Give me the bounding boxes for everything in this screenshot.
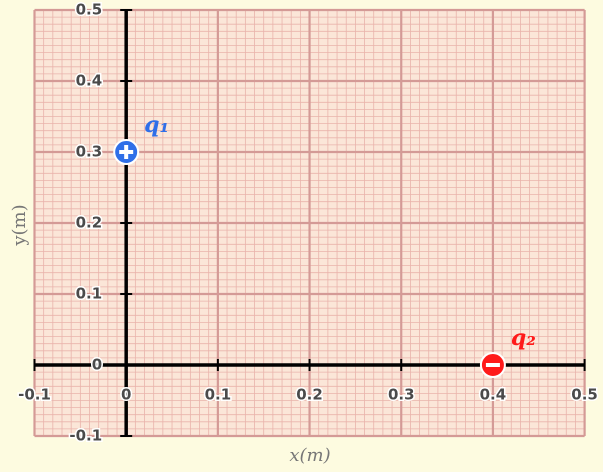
y-tick-label: 0 bbox=[92, 356, 102, 374]
x-axis-label: x(m) bbox=[289, 445, 330, 466]
charge bbox=[479, 352, 506, 378]
y-tick-label: 0.3 bbox=[76, 143, 103, 161]
x-tick-label: 0.2 bbox=[296, 386, 323, 404]
y-tick-label: 0.5 bbox=[76, 1, 103, 19]
sign-bar bbox=[485, 363, 500, 367]
y-tick-label: 0.2 bbox=[76, 214, 103, 232]
x-tick-label: 0.5 bbox=[571, 386, 598, 404]
sign-bar bbox=[124, 145, 129, 159]
x-tick-label: -0.1 bbox=[18, 386, 51, 404]
charge bbox=[113, 139, 140, 165]
charge-label: q₂ bbox=[511, 325, 536, 351]
y-tick-label: 0.1 bbox=[76, 285, 103, 303]
x-tick-label: 0.1 bbox=[205, 386, 232, 404]
x-tick-label: 0.4 bbox=[480, 386, 507, 404]
x-tick-label: 0 bbox=[121, 386, 131, 404]
y-tick-label: -0.1 bbox=[69, 427, 102, 445]
y-tick-label: 0.4 bbox=[76, 72, 103, 90]
charge-label: q₁ bbox=[144, 112, 169, 138]
x-tick-label: 0.3 bbox=[388, 386, 415, 404]
y-axis-label: y(m) bbox=[9, 204, 30, 246]
